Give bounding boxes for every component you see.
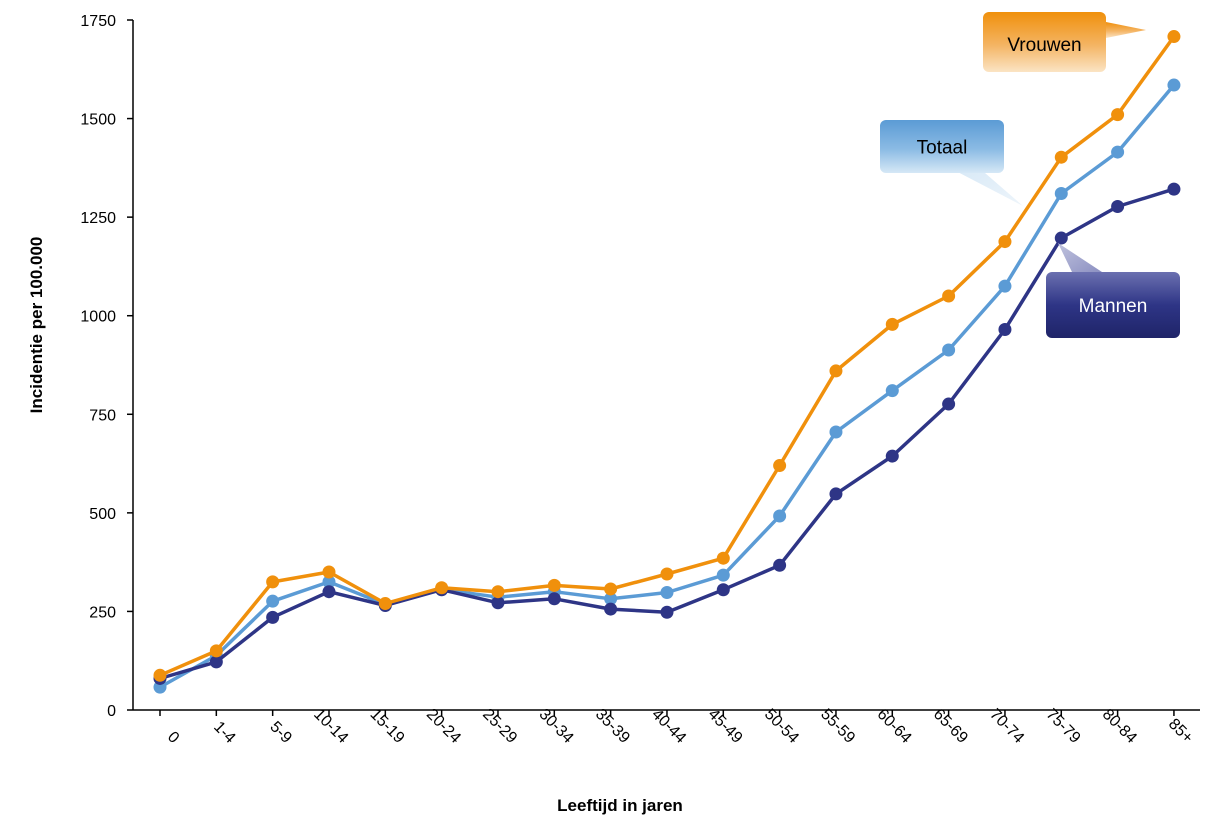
data-point-vrouwen — [266, 575, 280, 589]
x-axis-title: Leeftijd in jaren — [557, 796, 683, 815]
x-tick-label: 10-14 — [310, 706, 351, 747]
data-point-mannen — [716, 583, 730, 597]
data-point-mannen — [547, 592, 561, 606]
y-ticks: 0 250 500 750 1000 1250 1500 1750 — [80, 13, 133, 720]
data-point-vrouwen — [998, 235, 1012, 249]
x-tick-label: 0 — [164, 729, 182, 747]
data-point-vrouwen — [1167, 30, 1181, 44]
data-point-mannen — [1167, 182, 1181, 196]
data-point-mannen — [604, 602, 618, 616]
data-point-mannen — [322, 585, 336, 599]
data-point-vrouwen — [378, 597, 392, 611]
data-point-totaal — [604, 592, 618, 606]
data-point-mannen — [660, 605, 674, 619]
x-tick-label: 65-69 — [930, 706, 971, 747]
data-point-vrouwen — [716, 551, 730, 565]
y-tick-label: 1250 — [80, 210, 116, 227]
callout-label: Mannen — [1079, 296, 1148, 317]
x-tick-label: 45-49 — [705, 706, 746, 747]
x-tick-label: 60-64 — [874, 706, 915, 747]
data-point-vrouwen — [885, 317, 899, 331]
data-point-totaal — [998, 279, 1012, 293]
callout-pointer — [1106, 22, 1146, 38]
callout-pointer — [950, 168, 1023, 206]
data-point-totaal — [773, 509, 787, 523]
x-tick-label: 25-29 — [479, 706, 520, 747]
y-tick-label: 1500 — [80, 112, 116, 129]
y-axis-title: Incidentie per 100.000 — [27, 237, 46, 414]
series-mannen — [153, 182, 1181, 685]
x-tick-label: 75-79 — [1043, 706, 1084, 747]
data-point-mannen — [773, 558, 787, 572]
y-tick-label: 1750 — [80, 13, 116, 30]
data-point-vrouwen — [1054, 150, 1068, 164]
y-tick-label: 750 — [89, 407, 116, 424]
data-point-mannen — [491, 596, 505, 610]
x-tick-label: 5-9 — [266, 718, 294, 746]
callout-label: Vrouwen — [1007, 35, 1081, 56]
y-tick-label: 500 — [89, 506, 116, 523]
data-point-vrouwen — [1111, 108, 1125, 122]
data-point-vrouwen — [435, 581, 449, 595]
callout-mannen: Mannen — [1046, 243, 1180, 338]
x-tick-label: 50-54 — [761, 706, 802, 747]
data-point-totaal — [1111, 145, 1125, 159]
data-point-totaal — [266, 594, 280, 608]
x-tick-label: 1-4 — [210, 718, 238, 746]
data-point-mannen — [266, 610, 280, 624]
data-point-totaal — [1054, 186, 1068, 200]
x-tick-label: 15-19 — [367, 706, 408, 747]
data-point-mannen — [998, 323, 1012, 337]
callout-totaal: Totaal — [880, 120, 1023, 206]
data-point-vrouwen — [322, 565, 336, 579]
data-point-vrouwen — [209, 644, 223, 658]
x-tick-label: 85+ — [1165, 716, 1196, 747]
data-point-vrouwen — [491, 585, 505, 599]
data-point-totaal — [716, 568, 730, 582]
callout-box — [1046, 272, 1180, 338]
x-tick-label: 35-39 — [592, 706, 633, 747]
series-vrouwen — [153, 30, 1181, 682]
data-point-mannen — [1054, 231, 1068, 245]
data-point-vrouwen — [660, 567, 674, 581]
callout-vrouwen: Vrouwen — [983, 12, 1146, 72]
callout-label: Totaal — [917, 138, 968, 159]
data-point-mannen — [209, 655, 223, 669]
x-ticks: 0 1-4 5-9 10-14 15-19 20-24 25-29 30-34 35-39 40-… — [159, 706, 1196, 747]
data-point-totaal — [1167, 78, 1181, 92]
data-point-vrouwen — [942, 289, 956, 303]
callout-box — [983, 12, 1106, 72]
data-point-totaal — [942, 343, 956, 357]
series-layer — [153, 30, 1181, 694]
y-tick-label: 250 — [89, 604, 116, 621]
data-point-mannen — [885, 449, 899, 463]
x-tick-label: 30-34 — [536, 706, 577, 747]
y-tick-label: 0 — [107, 703, 116, 720]
data-point-vrouwen — [604, 582, 618, 596]
data-point-totaal — [829, 425, 843, 439]
callout-layer: Vrouwen Totaal Mannen — [880, 12, 1180, 338]
data-point-mannen — [1111, 199, 1125, 213]
data-point-totaal — [885, 384, 899, 398]
x-tick-label: 55-59 — [817, 706, 858, 747]
callout-pointer — [1058, 243, 1102, 272]
data-point-vrouwen — [829, 364, 843, 378]
callout-box — [880, 120, 1004, 173]
series-line-mannen — [159, 187, 1175, 681]
x-tick-label: 70-74 — [986, 706, 1027, 747]
data-point-vrouwen — [153, 668, 167, 682]
data-point-vrouwen — [547, 578, 561, 592]
data-point-totaal — [660, 586, 674, 600]
x-tick-label: 20-24 — [423, 706, 464, 747]
data-point-totaal — [322, 575, 336, 589]
data-point-vrouwen — [773, 459, 787, 473]
x-tick-label: 80-84 — [1099, 706, 1140, 747]
data-point-mannen — [829, 487, 843, 501]
x-tick-label: 40-44 — [648, 706, 689, 747]
y-tick-label: 1000 — [80, 309, 116, 326]
data-point-mannen — [942, 397, 956, 411]
